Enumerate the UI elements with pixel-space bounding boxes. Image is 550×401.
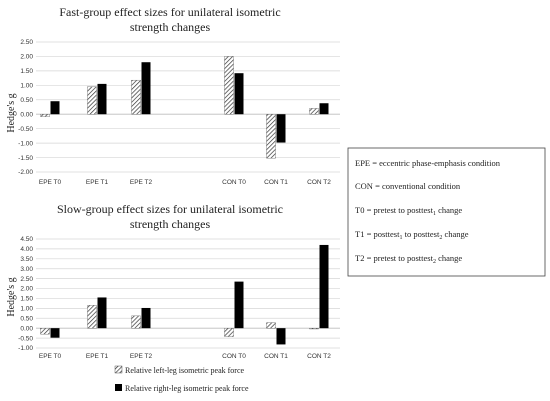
legend-right-label: Relative right-leg isometric peak force	[125, 384, 249, 393]
bar-right	[50, 101, 60, 115]
bar-left	[87, 305, 97, 329]
y-tick-label: 3.00	[20, 266, 33, 273]
legend-left-swatch	[114, 365, 123, 374]
bar-right	[319, 103, 329, 115]
bar-left	[224, 328, 234, 337]
key-box	[347, 147, 546, 277]
chart1-ylabel: Hedge's g	[6, 93, 17, 132]
bar-right	[234, 73, 244, 115]
bar-right	[319, 244, 329, 329]
y-tick-label: 0.00	[20, 325, 33, 332]
key-t0: T0 = pretest to posttest1 change	[355, 205, 462, 217]
y-tick-label: 1.50	[20, 68, 33, 75]
chart2-plot: 4.50 4.00 3.50 3.00 2.50 2.00 1.50 1.00 0.50 0.00…	[18, 236, 340, 360]
bar-right	[50, 328, 60, 338]
category-label: EPE T1	[86, 353, 109, 360]
y-tick-label: 1.00	[20, 306, 33, 313]
bar-right	[276, 328, 286, 345]
chart1-title-line1: Fast-group effect sizes for unilateral i…	[59, 5, 280, 19]
category-label: CON T1	[264, 353, 288, 360]
chart1-plot: 2.50 2.00 1.50 1.00 0.50 0.00 -0.50 -1.00 -1.50 -…	[18, 39, 340, 186]
bar-left	[40, 114, 50, 117]
legend-right-swatch	[115, 384, 122, 391]
bar-left	[266, 114, 276, 159]
y-tick-label: -1.00	[18, 140, 33, 147]
bar-left	[309, 108, 319, 115]
y-tick-label: 1.00	[20, 83, 33, 90]
bar-right	[276, 114, 286, 143]
y-tick-label: 4.00	[20, 246, 33, 253]
chart2-title-line1: Slow-group effect sizes for unilateral i…	[57, 202, 283, 216]
bar-left	[266, 322, 276, 329]
y-tick-label: -2.00	[18, 169, 33, 176]
key-con: CON = conventional condition	[355, 181, 461, 191]
y-tick-label: 1.50	[20, 296, 33, 303]
y-tick-label: 3.50	[20, 256, 33, 263]
bar-left	[131, 79, 141, 115]
bar-left	[87, 86, 97, 115]
category-label: EPE T2	[130, 179, 153, 186]
chart2-title-line2: strength changes	[130, 217, 211, 231]
category-label: CON T0	[222, 353, 246, 360]
y-tick-label: 2.50	[20, 276, 33, 283]
y-tick-label: -0.50	[18, 126, 33, 133]
y-tick-label: 0.50	[20, 97, 33, 104]
category-label: CON T2	[307, 353, 331, 360]
category-label: EPE T0	[39, 353, 62, 360]
bar-right	[141, 307, 151, 329]
category-label: CON T1	[264, 179, 288, 186]
category-label: EPE T1	[86, 179, 109, 186]
bar-right	[97, 297, 107, 329]
y-tick-label: 2.00	[20, 54, 33, 61]
y-tick-label: 4.50	[20, 236, 33, 243]
bar-left	[131, 315, 141, 329]
category-label: EPE T2	[130, 353, 153, 360]
key-epe: EPE = eccentric phase-emphasis condition	[355, 158, 501, 168]
y-tick-label: 0.50	[20, 315, 33, 322]
y-tick-label: -1.50	[18, 155, 33, 162]
key-t1: T1 = posttest1 to posttest2 change	[355, 229, 469, 241]
bar-right	[97, 83, 107, 115]
bar-right	[234, 281, 244, 329]
y-tick-label: 2.50	[20, 39, 33, 46]
category-label: CON T0	[222, 179, 246, 186]
abbreviation-key: EPE = eccentric phase-emphasis condition…	[347, 147, 546, 277]
legend-left-label: Relative left-leg isometric peak force	[125, 366, 245, 375]
bar-right	[141, 62, 151, 115]
category-label: EPE T0	[39, 179, 62, 186]
y-tick-label: 2.00	[20, 286, 33, 293]
legend: Relative left-leg isometric peak force R…	[114, 365, 249, 393]
chart1-title-line2: strength changes	[130, 20, 211, 34]
category-label: CON T2	[307, 179, 331, 186]
key-t2: T2 = pretest to posttest2 change	[355, 253, 462, 265]
y-tick-label: -0.50	[18, 335, 33, 342]
bar-left	[224, 56, 234, 115]
y-tick-label: -1.00	[18, 345, 33, 352]
bar-left	[309, 328, 319, 330]
y-tick-label: 0.00	[20, 111, 33, 118]
chart2-ylabel: Hedge's g	[6, 277, 17, 316]
bar-left	[40, 328, 50, 335]
